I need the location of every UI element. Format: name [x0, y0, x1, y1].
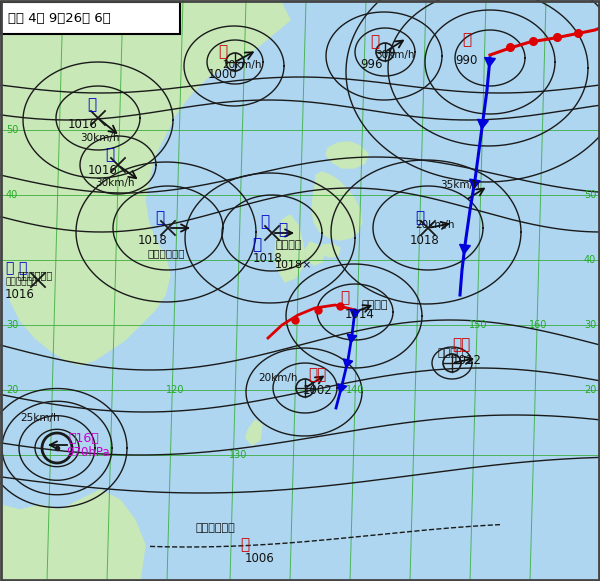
- Text: 30km/h: 30km/h: [375, 50, 415, 60]
- Text: 160: 160: [529, 320, 547, 330]
- Text: ほとんど静止: ほとんど静止: [195, 523, 235, 533]
- Polygon shape: [320, 244, 340, 257]
- Text: ゆっくり: ゆっくり: [438, 348, 464, 358]
- Text: 高: 高: [252, 238, 261, 253]
- Text: 20km/h: 20km/h: [222, 60, 262, 70]
- Text: 140: 140: [346, 385, 364, 395]
- Polygon shape: [470, 179, 481, 189]
- Text: 熱低: 熱低: [452, 338, 470, 353]
- Polygon shape: [485, 58, 496, 67]
- Text: 高: 高: [278, 223, 287, 238]
- Text: 30: 30: [6, 320, 18, 330]
- Text: 1016: 1016: [5, 289, 35, 302]
- Polygon shape: [305, 242, 324, 265]
- Text: 120: 120: [166, 385, 184, 395]
- Text: 低: 低: [370, 34, 379, 49]
- Text: 20km/h: 20km/h: [258, 373, 298, 383]
- Text: 高: 高: [87, 98, 96, 113]
- Text: 20: 20: [584, 385, 596, 395]
- Polygon shape: [275, 215, 305, 282]
- Text: 1014: 1014: [345, 309, 375, 321]
- Text: 30: 30: [584, 320, 596, 330]
- Text: 35km/h: 35km/h: [440, 180, 479, 190]
- Text: 996: 996: [360, 59, 383, 71]
- Text: 低: 低: [240, 537, 249, 553]
- Text: 990: 990: [455, 53, 478, 66]
- Text: 1012: 1012: [452, 353, 482, 367]
- Text: 1000: 1000: [208, 69, 238, 81]
- Text: 20: 20: [6, 385, 18, 395]
- Polygon shape: [337, 384, 347, 393]
- Text: ゆっくり: ゆっくり: [362, 300, 389, 310]
- Text: 1018: 1018: [410, 234, 440, 246]
- FancyBboxPatch shape: [1, 2, 180, 34]
- Text: 台16号: 台16号: [68, 432, 99, 444]
- Text: ゆっくり: ゆっくり: [275, 240, 302, 250]
- Text: 1016: 1016: [88, 163, 118, 177]
- Text: 令和 4年 9月26日 6時: 令和 4年 9月26日 6時: [8, 12, 111, 24]
- Text: 高: 高: [105, 148, 114, 163]
- Text: ほとんど静止: ほとんど静止: [148, 248, 185, 258]
- Text: 150: 150: [469, 320, 487, 330]
- Polygon shape: [460, 245, 470, 254]
- Text: 130: 130: [229, 450, 247, 460]
- Text: 970hPa: 970hPa: [66, 446, 110, 458]
- Polygon shape: [0, 490, 145, 581]
- Text: ほとんど静止: ほとんど静止: [18, 270, 53, 280]
- Text: 高: 高: [18, 261, 26, 275]
- Polygon shape: [246, 420, 262, 445]
- Text: 高: 高: [5, 261, 13, 275]
- Text: 30km/h: 30km/h: [95, 178, 134, 188]
- Polygon shape: [326, 142, 368, 168]
- Text: 高: 高: [155, 210, 164, 225]
- Text: ほとんど静止: ほとんど静止: [5, 278, 37, 286]
- Polygon shape: [347, 334, 357, 343]
- Text: 低: 低: [462, 33, 471, 48]
- Text: 20km/h: 20km/h: [415, 220, 455, 230]
- Polygon shape: [343, 359, 353, 368]
- Polygon shape: [312, 172, 362, 240]
- Text: 1018: 1018: [253, 252, 283, 264]
- Text: 50: 50: [6, 125, 18, 135]
- Text: 40: 40: [584, 255, 596, 265]
- Text: 1018: 1018: [138, 234, 168, 246]
- Text: 1002: 1002: [303, 383, 333, 396]
- Text: 1018×: 1018×: [275, 260, 313, 270]
- Text: 30km/h: 30km/h: [80, 133, 119, 143]
- Text: 50: 50: [584, 190, 596, 200]
- Text: 熱低: 熱低: [308, 368, 326, 382]
- Text: 高: 高: [415, 210, 424, 225]
- Polygon shape: [0, 0, 290, 365]
- Polygon shape: [478, 119, 488, 129]
- Text: 低: 低: [340, 290, 349, 306]
- Text: 1016: 1016: [68, 119, 98, 131]
- Text: 高: 高: [260, 214, 269, 229]
- Text: 25km/h: 25km/h: [20, 413, 59, 423]
- Polygon shape: [350, 310, 360, 318]
- Text: 40: 40: [6, 190, 18, 200]
- Text: 1006: 1006: [245, 551, 275, 565]
- Text: 低: 低: [218, 45, 227, 59]
